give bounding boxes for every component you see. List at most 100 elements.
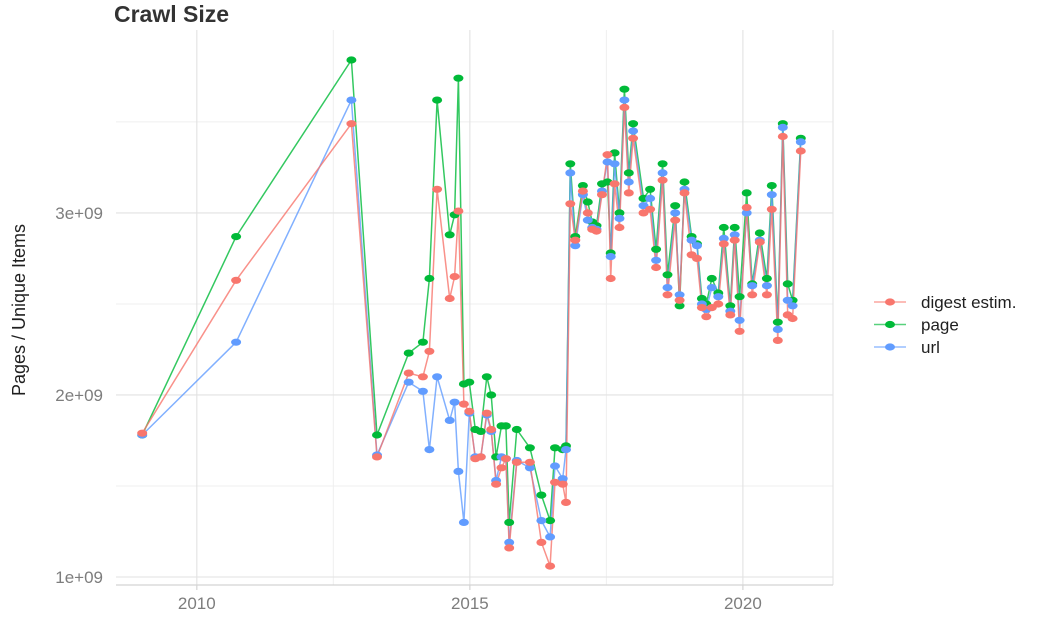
data-point: [674, 302, 685, 310]
data-point: [403, 369, 414, 377]
y-tick-label: 1e+09: [55, 568, 103, 587]
data-point: [657, 176, 668, 184]
data-point: [787, 302, 798, 310]
series-line-digest-estim-: [141, 106, 802, 567]
data-point: [504, 538, 515, 547]
data-point: [747, 282, 758, 290]
data-point: [777, 132, 788, 141]
data-point: [761, 282, 772, 290]
data-point: [766, 191, 777, 199]
data-point: [444, 231, 455, 239]
data-point: [536, 538, 547, 547]
data-point: [741, 203, 752, 212]
y-axis-title: Pages / Unique Items: [9, 224, 29, 396]
legend-item-url: url: [874, 338, 940, 357]
data-point: [561, 498, 571, 506]
data-point: [417, 338, 428, 346]
data-point: [713, 293, 724, 301]
data-point: [545, 533, 556, 541]
data-point: [766, 182, 777, 190]
data-point: [458, 518, 469, 527]
data-point: [524, 444, 535, 452]
x-tick-label: 2020: [724, 594, 762, 613]
data-point: [561, 446, 571, 454]
data-point: [619, 85, 630, 93]
data-point: [662, 284, 673, 292]
data-point: [486, 425, 497, 434]
data-point: [718, 234, 729, 242]
series-line-url: [141, 99, 802, 544]
data-point: [550, 444, 560, 452]
data-point: [628, 134, 639, 142]
data-point: [670, 216, 681, 224]
data-point: [372, 453, 382, 461]
data-point: [696, 294, 707, 303]
data-point: [475, 453, 486, 461]
legend-key-point: [885, 298, 895, 306]
data-point: [557, 480, 568, 488]
data-point: [491, 480, 502, 488]
data-point: [725, 302, 736, 310]
data-point: [417, 373, 428, 381]
data-point: [772, 318, 783, 326]
data-point: [696, 304, 707, 312]
data-point: [706, 274, 717, 283]
data-point: [741, 209, 752, 217]
data-point: [747, 291, 758, 299]
legend-label: page: [921, 316, 959, 335]
y-tick-label: 3e+09: [55, 204, 103, 223]
data-point: [550, 478, 560, 486]
data-point: [741, 189, 752, 197]
data-point: [464, 378, 475, 386]
data-point: [524, 458, 535, 466]
legend-label: digest estim.: [921, 293, 1016, 312]
legend-item-page: page: [874, 316, 959, 335]
data-point: [453, 467, 464, 475]
data-point: [692, 254, 702, 262]
data-point: [545, 562, 556, 570]
data-point: [582, 198, 593, 206]
data-point: [500, 455, 511, 463]
data-point: [754, 229, 765, 237]
data-point: [713, 300, 724, 308]
chart-title: Crawl Size: [114, 1, 229, 27]
data-point: [449, 398, 460, 406]
data-point: [614, 214, 625, 222]
data-point: [686, 236, 697, 244]
axes: 2010 2015 2020 1e+09 2e+09 3e+09: [55, 204, 833, 613]
data-point: [557, 475, 568, 483]
data-point: [782, 296, 793, 304]
data-point: [619, 96, 630, 104]
data-point: [662, 291, 673, 299]
data-point: [602, 151, 613, 159]
data-point: [651, 256, 662, 264]
data-point: [651, 245, 662, 253]
data-point: [346, 120, 357, 128]
data-point: [628, 120, 639, 128]
data-point: [614, 223, 625, 232]
data-point: [424, 347, 435, 355]
data-point: [628, 127, 639, 135]
y-tick-label: 2e+09: [55, 386, 103, 405]
data-point: [565, 169, 576, 177]
data-point: [504, 544, 515, 552]
data-series: [137, 56, 806, 570]
data-point: [795, 138, 806, 146]
data-point: [772, 336, 783, 344]
data-point: [346, 56, 357, 64]
data-point: [623, 189, 634, 197]
data-point: [766, 205, 777, 213]
data-point: [550, 462, 560, 470]
data-point: [718, 240, 729, 248]
data-point: [623, 178, 634, 186]
data-point: [500, 422, 511, 430]
data-point: [670, 202, 681, 210]
x-tick-label: 2015: [451, 594, 489, 613]
legend-key-point: [885, 320, 895, 329]
gridlines: [116, 30, 834, 585]
data-point: [761, 291, 772, 299]
data-point: [605, 274, 616, 283]
data-point: [674, 296, 685, 304]
data-point: [403, 349, 414, 357]
data-point: [701, 313, 712, 321]
